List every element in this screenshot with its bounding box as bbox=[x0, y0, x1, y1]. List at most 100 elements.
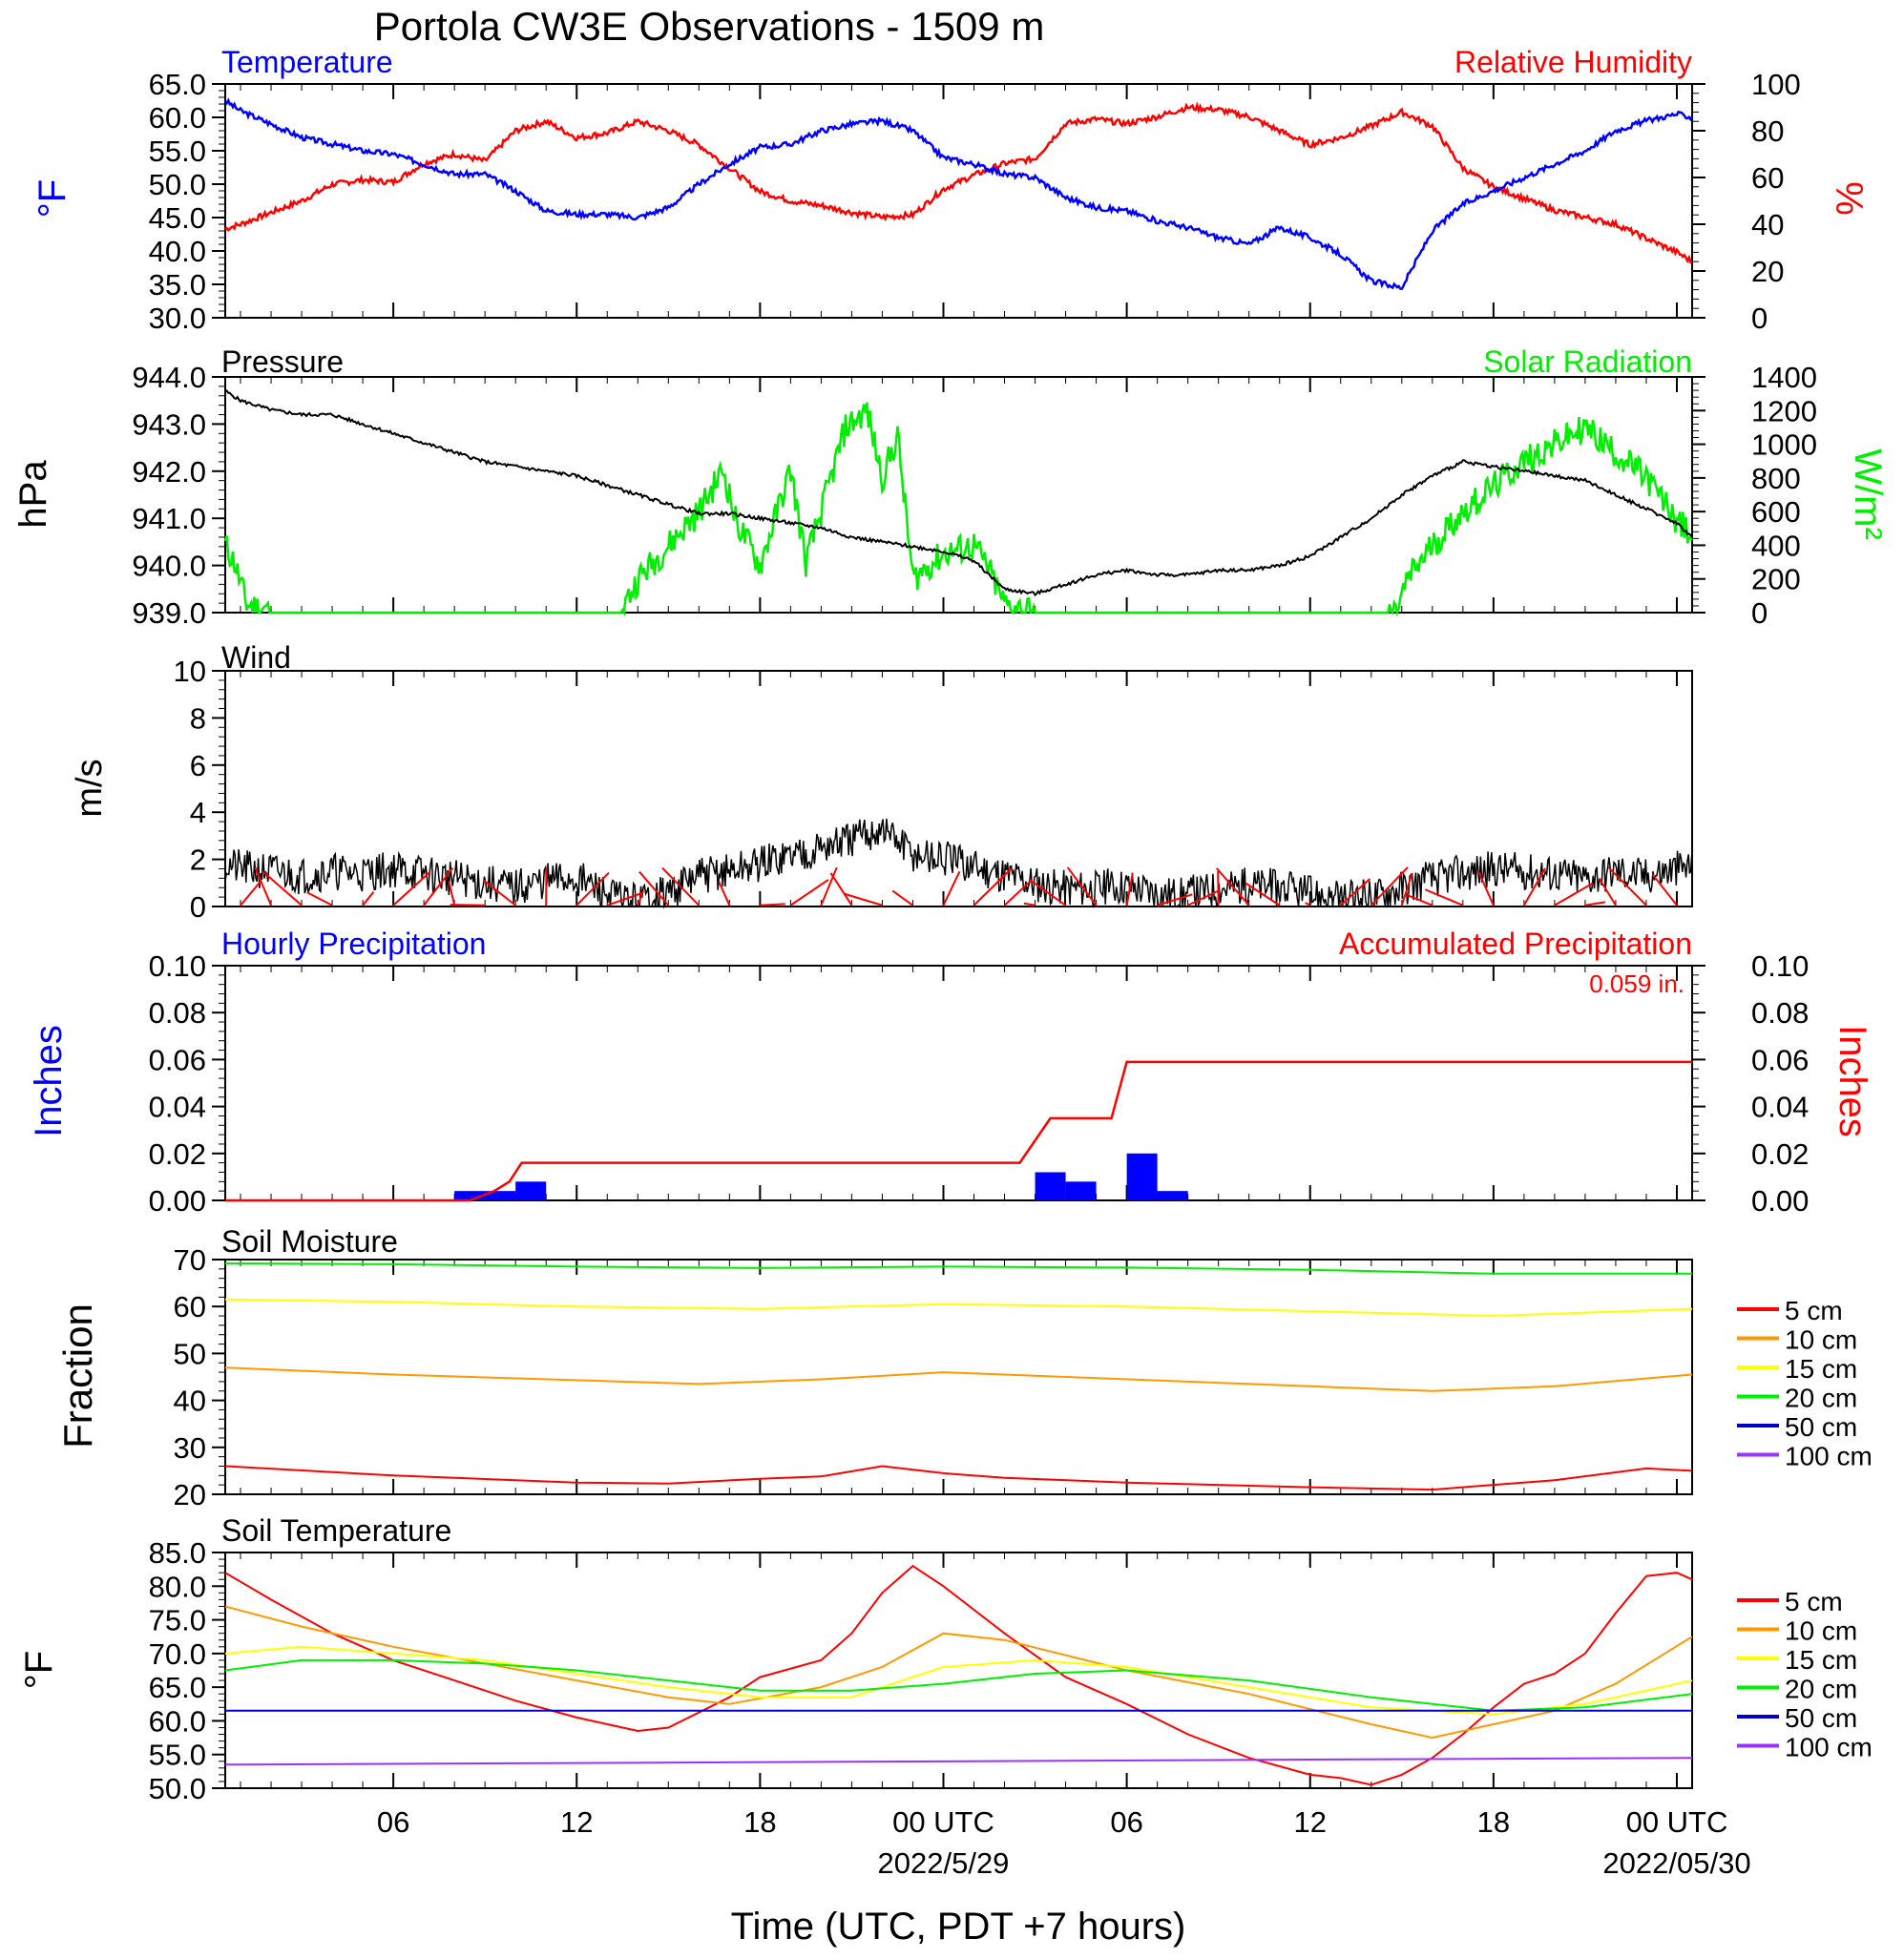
soil-temp-legend-label: 15 cm bbox=[1785, 1645, 1857, 1675]
wind-barb bbox=[1607, 866, 1647, 907]
precip-left-ylabel: Inches bbox=[28, 1025, 70, 1137]
soil-moisture-line bbox=[224, 1366, 1693, 1392]
temp-axis-tick-label: 40.0 bbox=[149, 235, 206, 268]
x-tick-label: 06 bbox=[1110, 1805, 1142, 1839]
rh-axis-tick-label: 100 bbox=[1751, 68, 1801, 101]
soil-temp-legend-label: 100 cm bbox=[1785, 1733, 1873, 1762]
wind-barb bbox=[606, 892, 642, 907]
relative-humidity-title: Relative Humidity bbox=[1454, 45, 1692, 79]
solar-axis-tick-label: 1200 bbox=[1751, 394, 1817, 427]
wind-barb bbox=[638, 870, 670, 907]
wind-barb bbox=[1554, 882, 1594, 907]
accum-precip-line bbox=[225, 1060, 1692, 1202]
temperature-ylabel: °F bbox=[31, 179, 73, 218]
wind-barb bbox=[1340, 878, 1371, 907]
rh-axis-tick-label: 80 bbox=[1751, 115, 1784, 148]
wind-barb bbox=[637, 890, 644, 907]
solar-series-line bbox=[223, 402, 1693, 617]
soil-moisture-axis-tick-label: 60 bbox=[174, 1290, 206, 1323]
soil-temp-line bbox=[224, 1757, 1693, 1766]
precip-right-axis-tick-label: 0.02 bbox=[1751, 1137, 1809, 1171]
accum-precip-title: Accumulated Precipitation bbox=[1339, 927, 1692, 961]
soil-temp-legend-label: 10 cm bbox=[1785, 1616, 1857, 1646]
precip-right-axis-tick-label: 0.00 bbox=[1751, 1184, 1809, 1218]
soil-moisture-frame bbox=[224, 1259, 1693, 1495]
pressure-solar-frame bbox=[224, 376, 1693, 614]
rh-series-line bbox=[224, 101, 1693, 264]
wind-barb bbox=[1406, 894, 1433, 907]
wind-barb bbox=[262, 871, 303, 907]
wind-barb bbox=[1476, 870, 1495, 907]
temperature-series-line bbox=[224, 97, 1694, 290]
soil-temp-line bbox=[224, 1605, 1693, 1740]
wind-barb bbox=[392, 871, 431, 907]
temp-axis-tick-label: 45.0 bbox=[149, 201, 206, 235]
temperature-title: Temperature bbox=[221, 45, 393, 79]
soil-temp-frame bbox=[224, 1552, 1693, 1789]
soil-moisture-line bbox=[224, 1261, 1692, 1275]
pressure-ylabel: hPa bbox=[12, 460, 54, 529]
soil-temp-axis-tick-label: 60.0 bbox=[149, 1704, 206, 1738]
wind-barb bbox=[1598, 877, 1617, 907]
wind-barb bbox=[789, 879, 829, 907]
x-tick-label: 12 bbox=[560, 1805, 593, 1839]
soil-temp-axis-tick-label: 55.0 bbox=[149, 1739, 206, 1772]
temp-axis-tick-label: 35.0 bbox=[149, 268, 206, 302]
solar-axis-tick-label: 200 bbox=[1751, 563, 1801, 596]
wind-barb bbox=[829, 872, 853, 907]
soil-temp-line bbox=[224, 1564, 1693, 1786]
wind-barb bbox=[362, 891, 375, 907]
chart-title: Portola CW3E Observations - 1509 m bbox=[374, 4, 1045, 49]
wind-barb bbox=[1400, 873, 1413, 907]
x-tick-label: 12 bbox=[1293, 1805, 1326, 1839]
precip-frame bbox=[224, 965, 1693, 1201]
hourly-precip-bar bbox=[1035, 1172, 1066, 1200]
soil-moisture-axis-tick-label: 50 bbox=[174, 1337, 206, 1370]
wind-barb bbox=[891, 889, 914, 907]
wind-axis-tick-label: 8 bbox=[190, 701, 206, 735]
precip-right-axis-tick-label: 0.06 bbox=[1751, 1043, 1809, 1076]
rh-axis-tick-label: 20 bbox=[1751, 255, 1784, 288]
pressure-axis-tick-label: 942.0 bbox=[132, 455, 206, 489]
wind-barb bbox=[844, 892, 883, 907]
wind-title: Wind bbox=[221, 640, 291, 675]
soil-temp-axis-tick-label: 75.0 bbox=[149, 1604, 206, 1637]
wind-barb bbox=[448, 881, 456, 906]
hourly-precip-bar bbox=[1126, 1153, 1158, 1200]
soil-temp-legend-label: 20 cm bbox=[1785, 1675, 1857, 1704]
soil-moisture-axis-tick-label: 30 bbox=[174, 1431, 206, 1465]
x-tick-label: 06 bbox=[377, 1805, 409, 1839]
wind-speed-line bbox=[224, 818, 1693, 909]
wind-barb bbox=[1003, 881, 1031, 907]
temp-axis-tick-label: 30.0 bbox=[149, 302, 206, 335]
solar-axis-tick-label: 0 bbox=[1751, 596, 1768, 630]
soil-moisture-axis-tick-label: 40 bbox=[174, 1385, 206, 1418]
wind-barb bbox=[820, 866, 838, 907]
soil-temp-line bbox=[224, 1658, 1693, 1712]
soil-temp-axis-tick-label: 65.0 bbox=[149, 1671, 206, 1704]
x-tick-label: 00 UTC bbox=[1626, 1805, 1728, 1839]
soil-moisture-legend-label: 10 cm bbox=[1785, 1325, 1857, 1355]
wind-barb bbox=[942, 870, 961, 907]
hourly-precip-bar bbox=[485, 1191, 516, 1200]
solar-ylabel: W/m² bbox=[1847, 448, 1889, 540]
soil-temp-axis-tick-label: 80.0 bbox=[149, 1570, 206, 1603]
precip-left-axis-tick-label: 0.04 bbox=[149, 1091, 206, 1124]
soil-moisture-line bbox=[224, 1465, 1693, 1491]
precip-right-ylabel: Inches bbox=[1831, 1025, 1873, 1137]
temp-axis-tick-label: 55.0 bbox=[149, 135, 206, 168]
wind-barb bbox=[575, 871, 610, 907]
soil-temp-line bbox=[224, 1645, 1693, 1716]
wind-barb bbox=[1187, 888, 1221, 907]
rh-axis-tick-label: 60 bbox=[1751, 161, 1784, 195]
wind-barb bbox=[1217, 870, 1220, 906]
wind-barb bbox=[1157, 893, 1193, 907]
wind-barb bbox=[240, 880, 262, 907]
solar-radiation-title: Solar Radiation bbox=[1483, 344, 1692, 379]
pressure-title: Pressure bbox=[221, 344, 344, 379]
soil-temp-legend-label: 5 cm bbox=[1785, 1587, 1843, 1616]
soil-temp-legend-label: 50 cm bbox=[1785, 1703, 1857, 1733]
hourly-precip-title: Hourly Precipitation bbox=[221, 927, 486, 961]
wind-ylabel: m/s bbox=[70, 759, 110, 817]
